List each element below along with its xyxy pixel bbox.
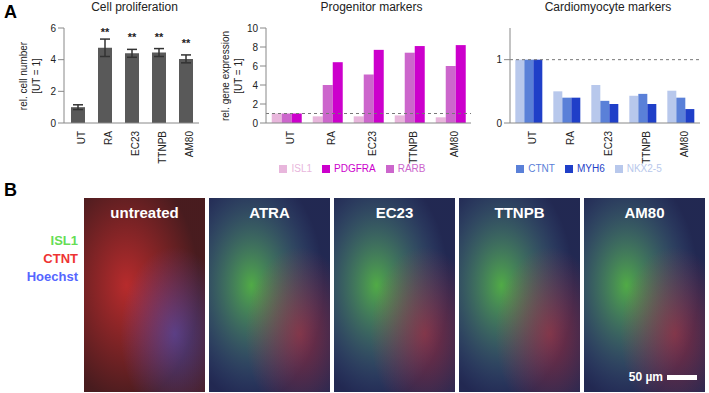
svg-text:0: 0 — [496, 118, 502, 129]
html-text:Cardiomyocyte markers: Cardiomyocyte markers — [544, 0, 672, 14]
html-text:Cell proliferation: Cell proliferation — [91, 0, 178, 14]
html-text:rel. cell number: rel. cell number — [18, 41, 29, 110]
svg-text:1: 1 — [496, 54, 502, 65]
html-text:rel. gene expression: rel. gene expression — [220, 30, 231, 121]
html-text:Progenitor markers: Progenitor markers — [320, 0, 423, 14]
svg-text:AM80: AM80 — [449, 131, 460, 158]
svg-text:TTNPB: TTNPB — [157, 131, 168, 164]
svg-text:**: ** — [155, 31, 164, 43]
html-text:Hoechst: Hoechst — [26, 269, 78, 284]
svg-text:EC23: EC23 — [367, 131, 378, 156]
html-text:B: B — [4, 180, 17, 200]
svg-text:EC23: EC23 — [603, 131, 614, 156]
html-text:MYH6: MYH6 — [576, 163, 605, 174]
svg-text:0: 0 — [50, 118, 56, 129]
svg-text:10: 10 — [247, 23, 259, 34]
svg-text:TTNPB: TTNPB — [408, 131, 419, 164]
svg-text:**: ** — [128, 31, 137, 43]
svg-text:RA: RA — [326, 131, 337, 145]
svg-text:**: ** — [182, 37, 191, 49]
svg-text:6: 6 — [50, 23, 56, 34]
html-text:ISL1: ISL1 — [50, 233, 78, 248]
svg-text:6: 6 — [252, 61, 258, 72]
html-text:CTNT: CTNT — [43, 251, 78, 266]
svg-text:TTNPB: TTNPB — [641, 131, 652, 164]
html-text:50 µm: 50 µm — [628, 370, 663, 384]
svg-text:EC23: EC23 — [130, 131, 141, 156]
html-text:CTNT: CTNT — [528, 163, 555, 174]
svg-text:AM80: AM80 — [184, 131, 195, 158]
svg-text:4: 4 — [252, 80, 258, 91]
html-text:ISL1: ISL1 — [291, 163, 312, 174]
svg-text:**: ** — [101, 26, 110, 38]
svg-text:UT: UT — [285, 131, 296, 144]
svg-text:2: 2 — [252, 99, 258, 110]
html-text:A: A — [4, 2, 17, 22]
html-text:AM80: AM80 — [624, 204, 665, 221]
svg-text:RA: RA — [565, 131, 576, 145]
svg-text:UT: UT — [76, 131, 87, 144]
html-text:NKX2-5: NKX2-5 — [626, 163, 662, 174]
svg-text:4: 4 — [50, 54, 56, 65]
html-text:[UT = 1]: [UT = 1] — [31, 57, 42, 94]
html-text:EC23: EC23 — [375, 204, 414, 221]
svg-text:8: 8 — [252, 42, 258, 53]
svg-text:AM80: AM80 — [679, 131, 690, 158]
svg-text:0: 0 — [252, 118, 258, 129]
html-text:[UT = 1]: [UT = 1] — [233, 57, 244, 94]
svg-text:UT: UT — [527, 131, 538, 144]
html-text:PDGFRA: PDGFRA — [334, 163, 376, 174]
svg-text:2: 2 — [50, 86, 56, 97]
html-text:TTNPB: TTNPB — [494, 204, 545, 221]
html-text:untreated: untreated — [110, 204, 179, 221]
svg-text:RA: RA — [103, 131, 114, 145]
html-text:RARB: RARB — [397, 163, 426, 174]
html-text:ATRA: ATRA — [249, 204, 290, 221]
